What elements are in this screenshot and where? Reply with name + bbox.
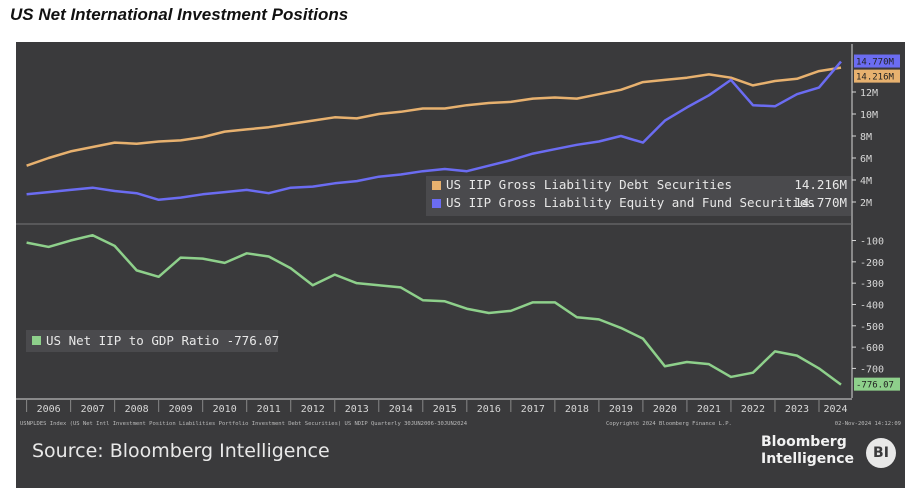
x-tick-label: 2009 [169,404,193,415]
legend-value: 14.216M [794,177,847,192]
y-tick-label-top: 2M [860,198,872,209]
legend-label: US Net IIP to GDP Ratio -776.07 [46,333,279,348]
chart-panel: 2M 4M 6M 8M 10M 12M -100 -200 -300 -400 -500 -600 -7… [16,42,905,488]
y-tick-label-bottom: -600 [860,343,884,354]
last-value-tag-debt-bg [854,69,900,83]
y-tick-label-top: 8M [860,132,872,143]
x-tick-label: 2010 [213,404,237,415]
x-tick-label: 2016 [477,404,501,415]
x-tick-label: 2007 [81,404,105,415]
y-tick-label-bottom: -100 [860,237,884,248]
legend-box-top [426,176,851,216]
legend-swatch [432,181,441,190]
y-tick-label-bottom: -300 [860,279,884,290]
x-tick-label: 2019 [609,404,633,415]
legend-label: US IIP Gross Liability Equity and Fund S… [446,195,815,210]
brand-badge: BI [866,438,896,468]
last-value-tag-debt: 14.216M [856,73,895,83]
x-tick-label: 2021 [697,404,721,415]
y-tick-label-top: 6M [860,154,872,165]
x-tick-label: 2020 [653,404,677,415]
legend-value: 14.770M [794,195,847,210]
x-tick-label: 2014 [389,404,413,415]
footnote-date: 02-Nov-2024 14:12:09 [835,421,901,427]
y-tick-label-top: 4M [860,176,872,187]
y-tick-label-bottom: -200 [860,258,884,269]
x-tick-label: 2023 [785,404,809,415]
brand-line-2: Intelligence [761,451,855,467]
y-tick-label-top: 12M [860,88,878,99]
series-line-net-iip-gdp [26,233,842,386]
x-tick-label: 2012 [301,404,325,415]
y-tick-label-bottom: -500 [860,322,884,333]
x-tick-label: 2024 [823,404,847,415]
x-tick-label: 2017 [521,404,545,415]
x-tick-label: 2022 [741,404,765,415]
y-tick-label-bottom: -700 [860,364,884,375]
footnote-left: USNPLDES Index (US Net Intl Investment P… [20,421,468,427]
source-text: Source: Bloomberg Intelligence [32,440,330,462]
x-tick-label: 2008 [125,404,149,415]
last-value-tag-equity: 14.770M [856,58,895,68]
footnote-right: Copyright© 2024 Bloomberg Finance L.P. [606,421,732,427]
last-value-tag-net: -776.07 [856,381,894,391]
series-line-debt-securities [26,66,842,167]
x-tick-label: 2011 [257,404,281,415]
y-tick-label-top: 10M [860,110,878,121]
brand-logo: Bloomberg Intelligence [761,434,854,468]
last-value-tag-net-bg [854,377,900,391]
legend-box-bottom [26,330,278,352]
chart-canvas: 2M 4M 6M 8M 10M 12M -100 -200 -300 -400 -500 -600 -7… [16,44,901,427]
x-tick-label: 2015 [433,404,457,415]
x-tick-label: 2018 [565,404,589,415]
x-tick-label: 2013 [345,404,369,415]
y-tick-label-bottom: -400 [860,300,884,311]
x-tick-label: 2006 [37,404,61,415]
legend-swatch [432,199,441,208]
legend-swatch [32,336,41,345]
last-value-tag-equity-bg [854,54,900,68]
brand-line-1: Bloomberg [761,434,847,450]
chart-title: US Net International Investment Position… [10,5,349,24]
legend-label: US IIP Gross Liability Debt Securities [446,177,732,192]
series-line-equity-fund-securities [26,60,842,202]
